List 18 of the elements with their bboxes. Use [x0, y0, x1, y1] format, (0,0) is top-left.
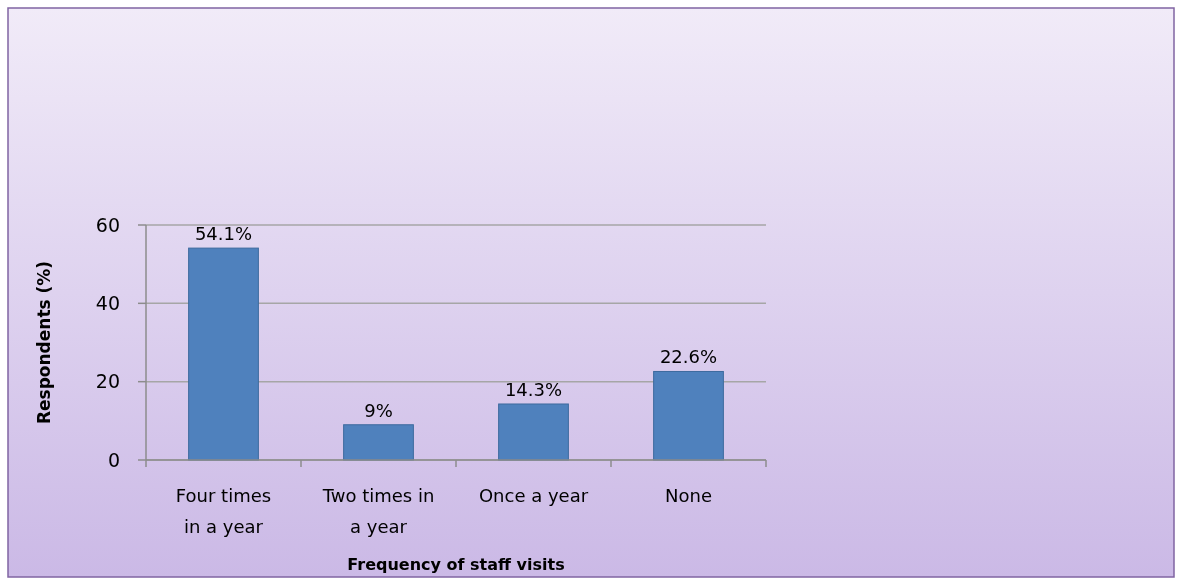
data-label: 22.6% — [659, 346, 718, 368]
x-tick-label: Four times in a year — [175, 485, 272, 537]
y-axis-title: Respondents (%) — [34, 260, 54, 425]
data-label: 9% — [364, 399, 393, 421]
bar — [498, 403, 569, 461]
bar — [653, 370, 724, 461]
y-tick-label: 60 — [95, 213, 120, 236]
x-tick-label: Once a year — [478, 485, 589, 506]
y-tick-label: 40 — [95, 291, 120, 314]
bar — [188, 247, 259, 461]
bar — [343, 424, 414, 461]
y-tick-label: 20 — [95, 370, 120, 393]
data-label: 14.3% — [504, 378, 563, 400]
x-tick-label: Two times in a year — [321, 485, 435, 537]
x-tick-label: None — [665, 485, 712, 506]
data-label: 54.1% — [194, 223, 253, 245]
x-axis-title: Frequency of staff visits — [347, 555, 565, 574]
y-tick-label: 0 — [107, 448, 120, 471]
